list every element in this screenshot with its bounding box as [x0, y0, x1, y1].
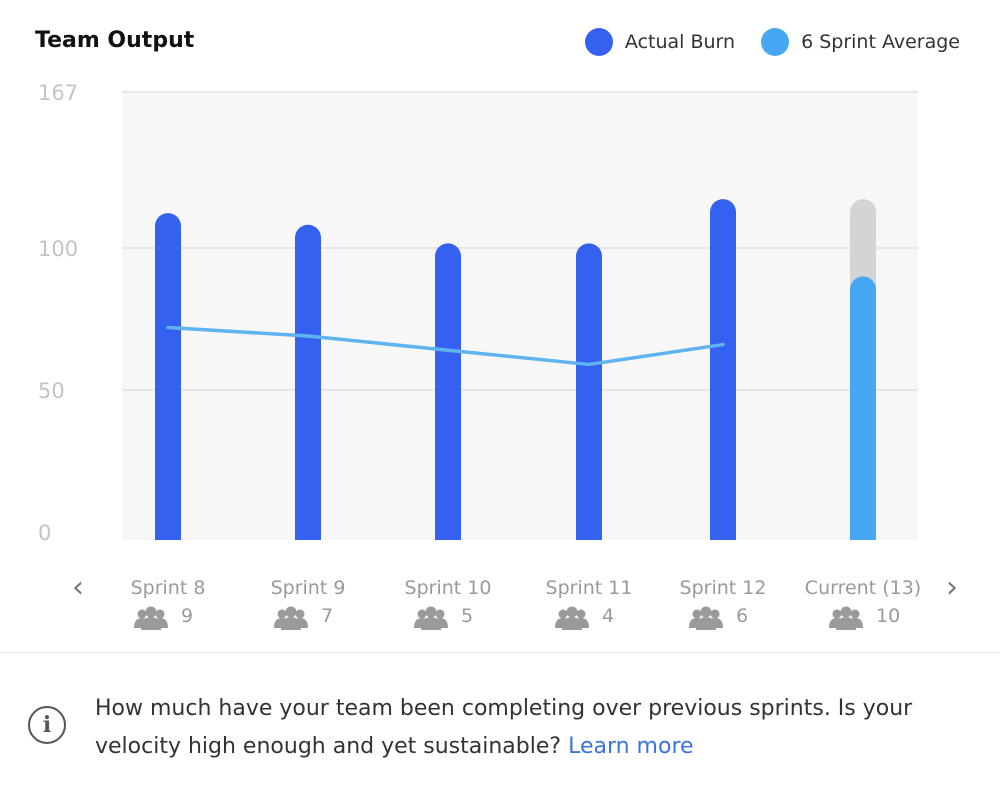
- bar-sprint-9: [295, 224, 321, 540]
- description-text: How much have your team been completing …: [95, 696, 913, 759]
- y-tick-label: 0: [38, 521, 51, 545]
- bar-base: [576, 514, 602, 540]
- team-members-icon: [689, 606, 723, 630]
- bar-base: [155, 514, 181, 540]
- team-size-label: 7: [321, 605, 333, 627]
- info-icon: i: [28, 706, 66, 744]
- team-members-icon: [274, 606, 308, 630]
- next-sprints-arrow[interactable]: ›: [946, 570, 958, 605]
- team-members-icon: [134, 606, 168, 630]
- previous-sprints-arrow[interactable]: ‹: [72, 570, 84, 605]
- y-tick-label: 50: [38, 379, 65, 403]
- team-size-label: 10: [876, 605, 900, 627]
- team-members-icon: [414, 606, 448, 630]
- x-tick-label: Sprint 11: [546, 577, 633, 599]
- legend-item-actual-burn: Actual Burn: [584, 28, 736, 56]
- team-size-label: 5: [461, 605, 473, 627]
- legend-swatch-actual-burn: [584, 28, 613, 56]
- chart-title: Team Output: [35, 28, 195, 53]
- y-tick-label: 100: [38, 237, 78, 261]
- bar-sprint-12: [710, 199, 736, 540]
- x-tick-label: Sprint 10: [405, 577, 492, 599]
- x-tick-label: Sprint 12: [680, 577, 767, 599]
- x-tick-label: Sprint 8: [131, 577, 206, 599]
- legend-label-sprint-average: 6 Sprint Average: [801, 31, 960, 53]
- learn-more-link[interactable]: Learn more: [568, 734, 694, 759]
- team-size-label: 9: [181, 605, 193, 627]
- plot-background: [122, 92, 918, 540]
- x-tick-label: Sprint 9: [271, 577, 346, 599]
- team-members-icon: [555, 606, 589, 630]
- bar-current-base: [850, 514, 876, 540]
- x-tick-label: Current (13): [805, 577, 921, 599]
- bar-sprint-11: [576, 243, 602, 541]
- bar-base: [710, 514, 736, 540]
- legend-label-actual-burn: Actual Burn: [624, 31, 736, 53]
- bar-current-completed: [850, 276, 876, 540]
- bar-sprint-8: [155, 213, 181, 540]
- bar-base: [295, 514, 321, 540]
- bar-sprint-10: [435, 243, 461, 541]
- team-output-chart: 0 50 100 167 Sprint 8 9 Sprint 9 7 Sprint 10 5 Spr…: [38, 81, 921, 630]
- legend-swatch-sprint-average: [761, 28, 790, 56]
- average-line: [166, 325, 725, 367]
- team-members-icon: [829, 606, 863, 630]
- footer-divider: [0, 652, 1000, 653]
- team-size-label: 6: [736, 605, 748, 627]
- chart-description: How much have your team been completing …: [95, 690, 985, 766]
- team-size-label: 4: [602, 605, 614, 627]
- legend-item-sprint-average: 6 Sprint Average: [761, 28, 960, 56]
- y-tick-label: 167: [38, 81, 78, 105]
- bar-base: [435, 514, 461, 540]
- chart-legend: Actual Burn 6 Sprint Average: [584, 28, 960, 56]
